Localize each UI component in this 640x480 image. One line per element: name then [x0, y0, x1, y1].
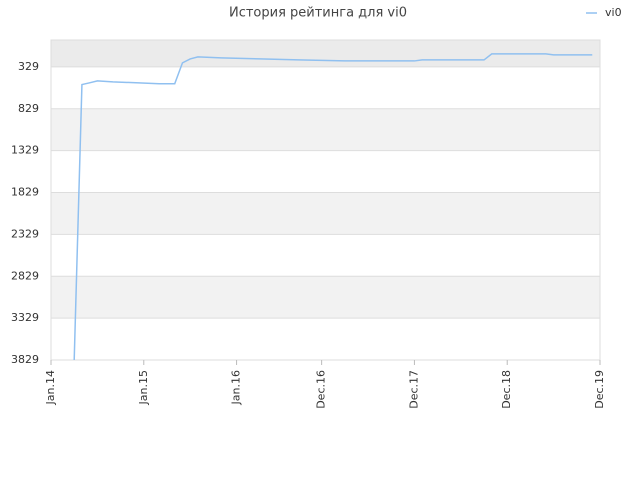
plot-band — [51, 150, 600, 193]
x-tick-label: Jan.15 — [137, 370, 150, 405]
y-tick-label: 329 — [18, 60, 39, 73]
x-tick-label: Dec.17 — [407, 370, 420, 409]
plot-band — [51, 192, 600, 235]
y-tick-label: 3829 — [11, 353, 39, 366]
x-tick-label: Jan.14 — [44, 370, 57, 405]
y-tick-label: 1829 — [11, 186, 39, 199]
chart-title: История рейтинга для vi0 — [229, 6, 407, 21]
plot-band — [51, 276, 600, 319]
plot-border — [50, 39, 601, 361]
x-tick-label: Jan.16 — [230, 370, 243, 405]
y-tick-label: 829 — [18, 102, 39, 115]
y-tick-label: 2829 — [11, 269, 39, 282]
x-tick-label: Dec.18 — [500, 370, 513, 409]
series-line — [73, 53, 593, 361]
legend-label: vi0 — [605, 6, 622, 19]
plot-band — [51, 66, 600, 109]
y-tick-label: 3329 — [11, 311, 39, 324]
plot-band — [51, 108, 600, 151]
y-tick-label: 1329 — [11, 144, 39, 157]
y-tick-label: 2329 — [11, 227, 39, 240]
plot-band — [51, 318, 600, 360]
x-tick-label: Dec.16 — [315, 370, 328, 409]
plot-band — [51, 234, 600, 277]
x-tick-label: Dec.19 — [593, 370, 606, 409]
